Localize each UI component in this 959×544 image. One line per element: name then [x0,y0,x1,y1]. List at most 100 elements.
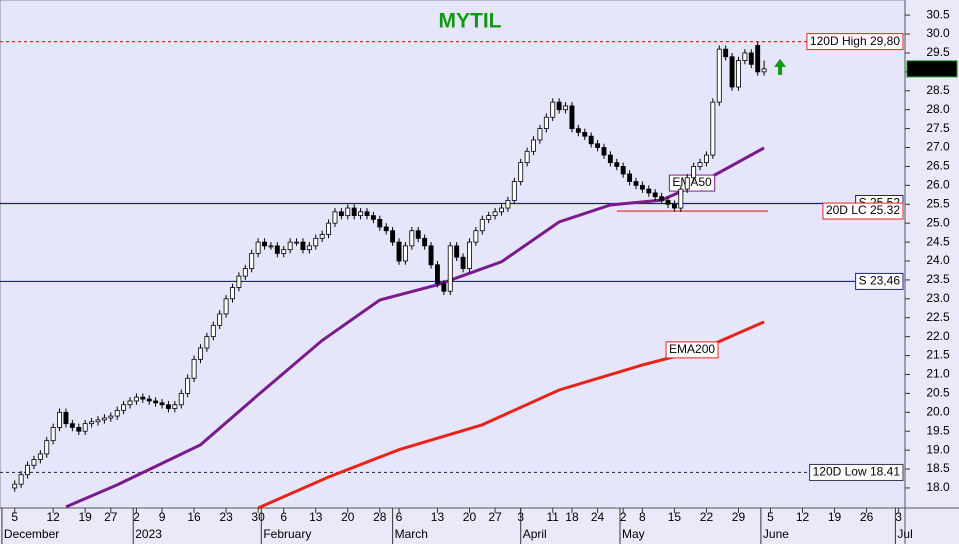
candle-body [165,404,171,409]
candle-body [537,128,543,141]
candle-body [422,237,428,247]
candle-body [716,48,722,103]
candle-body [50,427,56,442]
candle-body [704,154,709,164]
candle-body [274,245,280,254]
x-tick-label: 27 [488,510,502,524]
x-tick-label: 18 [565,510,579,524]
y-tick-label: 25.0 [926,215,950,229]
candle-body [223,298,229,315]
month-label: December [4,527,59,541]
y-tick-label: 28.0 [926,102,950,116]
level-label: S 23,46 [859,274,901,288]
candle-body [646,188,652,194]
candle-body [57,411,63,428]
candle-body [691,166,697,179]
candle-body [133,396,139,402]
candle-body [306,245,312,251]
y-tick-label: 23.0 [926,291,950,305]
candle-body [761,68,767,73]
candle-body [236,275,242,288]
x-tick-label: 26 [860,510,874,524]
x-tick-label: 13 [309,510,323,524]
candle-body [601,147,607,156]
y-tick-label: 25.5 [926,196,950,210]
candle-body [531,139,536,152]
candle-body [543,116,549,130]
month-label: April [523,527,547,541]
candle-body [678,188,684,209]
candle-body [633,181,639,186]
candle-body [723,48,729,58]
level-label-box [806,33,904,51]
candle-body [210,324,216,338]
candle-body [37,453,43,460]
candle-body [287,241,293,251]
candle-body [76,427,82,432]
candle-body [467,241,472,269]
candle-body [198,347,203,360]
y-tick-label: 24.5 [926,234,950,248]
candle-body [217,313,223,326]
candle-body [358,211,364,217]
candle-body [639,184,645,190]
candle-body [575,128,581,133]
series-label: EMA200 [669,342,715,356]
x-tick-label: 22 [700,510,714,524]
candle-body [185,377,191,394]
y-tick-label: 26.5 [926,159,950,173]
candle-body [159,402,165,406]
x-tick-label: 2 [133,510,140,524]
y-tick-label: 26.0 [926,178,950,192]
month-label: February [263,527,311,541]
x-tick-label: 24 [591,510,605,524]
candle-body [492,211,498,217]
level-label: 20D LC 25.32 [826,203,900,217]
candle-body [652,192,658,198]
candle-body [351,207,357,217]
candle-body [191,358,197,379]
y-tick-label: 22.0 [926,329,950,343]
candle-body [153,400,159,404]
candle-body [607,154,613,164]
candle-body [95,419,101,423]
candle-body [204,336,210,349]
candle-body [89,421,95,425]
level-label-box [809,463,904,481]
candle-body [313,237,319,247]
candle-body [460,256,466,269]
candle-body [684,177,690,190]
y-tick-label: 30.0 [926,26,950,40]
level-label: 120D High 29,80 [810,34,900,48]
candle-body [415,230,421,239]
candle-body [326,222,332,235]
y-tick-label: 23.5 [926,272,950,286]
candle-body [364,211,370,217]
candle-body [486,215,492,220]
candle-body [25,464,30,476]
x-tick-label: 6 [396,510,403,524]
x-tick-label: 27 [104,510,118,524]
candle-body [69,423,75,428]
candle-body [294,241,299,244]
month-label: March [395,527,428,541]
candle-body [499,207,504,213]
x-tick-label: 9 [159,510,166,524]
x-tick-label: 2 [620,510,627,524]
candle-body [18,474,24,485]
trend-arrow [774,58,787,75]
candle-body [101,417,107,421]
candle-body [518,162,524,182]
x-tick-label: 12 [46,510,60,524]
x-tick-label: 28 [373,510,387,524]
candle-body [338,211,344,217]
candle-body [268,245,274,248]
x-tick-label: 12 [796,510,810,524]
candle-body [665,200,671,205]
candle-body [447,245,453,292]
candle-body [434,264,440,285]
candle-body [172,404,178,409]
candle-body [524,150,530,164]
